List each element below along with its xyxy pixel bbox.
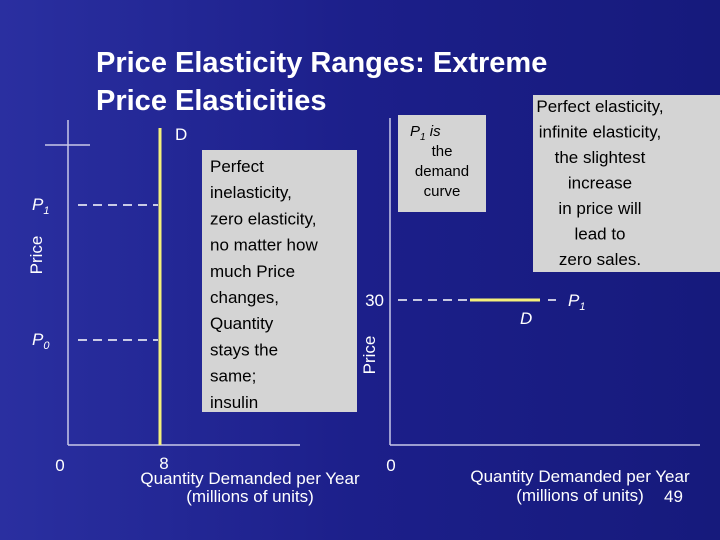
callout-box [398, 115, 486, 212]
curve-label: D [520, 309, 532, 328]
symbol: P [410, 123, 420, 140]
callout-line: changes, [210, 288, 279, 307]
title-line: Price Elasticities [96, 85, 327, 117]
slide-number: 49 [664, 487, 683, 506]
callout-box [202, 150, 357, 412]
subscript: 1 [579, 301, 585, 313]
x-label: 8 [159, 454, 168, 473]
title-line: Price Elasticity Ranges: Extreme [96, 47, 547, 79]
callout-line: much Price [210, 262, 295, 281]
subscript: 1 [420, 132, 426, 143]
callout-line: demand [415, 163, 469, 180]
callout-line: insulin [210, 393, 258, 412]
x-label: 0 [55, 456, 64, 475]
callout: P1 is the demand curve [410, 123, 469, 200]
callout-line: same; [210, 367, 256, 386]
callout-line: increase [568, 174, 632, 193]
curve-label: D [175, 125, 187, 144]
y-axis-label: Price [27, 236, 46, 275]
price-value: 30 [365, 291, 384, 310]
symbol: P [568, 291, 580, 310]
x-axis-title: Quantity Demanded per Year [140, 469, 360, 488]
callout-line: curve [424, 183, 461, 200]
subscript: 1 [43, 205, 49, 217]
callout: Perfect inelasticity, zero elasticity, no m… [210, 157, 318, 412]
callout: Perfect elasticity, infinite elasticity, t… [536, 97, 663, 269]
symbol: P [32, 195, 44, 214]
left-axes [45, 120, 300, 446]
price-label: P1 [568, 291, 585, 313]
callout-line: Perfect [210, 157, 264, 176]
price-guides [78, 204, 158, 341]
callout-line: P1 is [410, 123, 441, 143]
y-axis-label: Price [360, 336, 379, 375]
callout-line: the slightest [555, 148, 646, 167]
callout-line: infinite elasticity, [539, 123, 662, 142]
right-axes [389, 118, 700, 446]
callout-text: is [426, 123, 442, 140]
price-label: P0 [32, 330, 50, 352]
callout-line: Perfect elasticity, [536, 97, 663, 116]
callout-line: stays the [210, 340, 278, 359]
callout-line: zero elasticity, [210, 209, 316, 228]
x-axis-subtitle: (millions of units) [186, 487, 314, 506]
callout-line: no matter how [210, 236, 318, 255]
callout-line: zero sales. [559, 250, 641, 269]
callout-line: lead to [574, 225, 625, 244]
callout-line: Quantity [210, 314, 274, 333]
price-label: P1 [32, 195, 49, 217]
callout-line: inelasticity, [210, 183, 292, 202]
symbol: P [32, 330, 44, 349]
callout-line: the [432, 143, 453, 160]
x-axis-title: Quantity Demanded per Year [470, 467, 690, 486]
callout-line: in price will [558, 199, 641, 218]
origin-label: 0 [386, 456, 395, 475]
subscript: 0 [43, 340, 50, 352]
x-axis-subtitle: (millions of units) [516, 486, 644, 505]
callout-box [533, 95, 720, 272]
